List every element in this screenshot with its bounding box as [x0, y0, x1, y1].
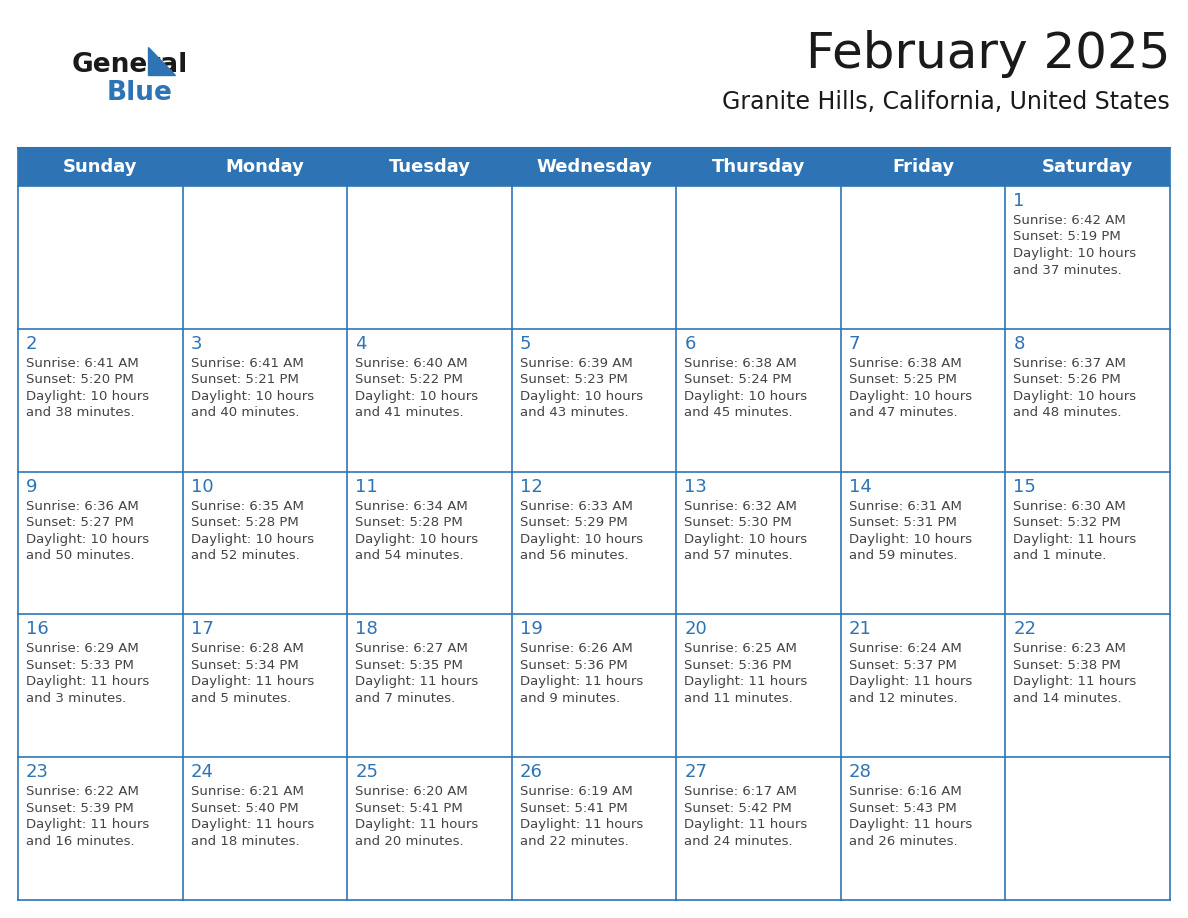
Text: Sunrise: 6:31 AM
Sunset: 5:31 PM
Daylight: 10 hours
and 59 minutes.: Sunrise: 6:31 AM Sunset: 5:31 PM Dayligh… [849, 499, 972, 562]
Text: 15: 15 [1013, 477, 1036, 496]
Text: Sunrise: 6:17 AM
Sunset: 5:42 PM
Daylight: 11 hours
and 24 minutes.: Sunrise: 6:17 AM Sunset: 5:42 PM Dayligh… [684, 785, 808, 847]
Text: Friday: Friday [892, 158, 954, 176]
Text: 17: 17 [190, 621, 214, 638]
Text: Sunrise: 6:22 AM
Sunset: 5:39 PM
Daylight: 11 hours
and 16 minutes.: Sunrise: 6:22 AM Sunset: 5:39 PM Dayligh… [26, 785, 150, 847]
Text: 3: 3 [190, 335, 202, 353]
Text: Sunrise: 6:36 AM
Sunset: 5:27 PM
Daylight: 10 hours
and 50 minutes.: Sunrise: 6:36 AM Sunset: 5:27 PM Dayligh… [26, 499, 150, 562]
Text: Blue: Blue [107, 80, 173, 106]
Text: Sunrise: 6:38 AM
Sunset: 5:25 PM
Daylight: 10 hours
and 47 minutes.: Sunrise: 6:38 AM Sunset: 5:25 PM Dayligh… [849, 357, 972, 420]
Text: General: General [72, 52, 188, 78]
Text: Sunrise: 6:40 AM
Sunset: 5:22 PM
Daylight: 10 hours
and 41 minutes.: Sunrise: 6:40 AM Sunset: 5:22 PM Dayligh… [355, 357, 479, 420]
Text: Sunrise: 6:38 AM
Sunset: 5:24 PM
Daylight: 10 hours
and 45 minutes.: Sunrise: 6:38 AM Sunset: 5:24 PM Dayligh… [684, 357, 808, 420]
Text: Sunrise: 6:33 AM
Sunset: 5:29 PM
Daylight: 10 hours
and 56 minutes.: Sunrise: 6:33 AM Sunset: 5:29 PM Dayligh… [519, 499, 643, 562]
Text: Tuesday: Tuesday [388, 158, 470, 176]
Bar [18, 148, 183, 186]
Text: 27: 27 [684, 763, 707, 781]
Text: Thursday: Thursday [712, 158, 805, 176]
Text: Sunrise: 6:30 AM
Sunset: 5:32 PM
Daylight: 11 hours
and 1 minute.: Sunrise: 6:30 AM Sunset: 5:32 PM Dayligh… [1013, 499, 1137, 562]
Text: 7: 7 [849, 335, 860, 353]
Bar [512, 148, 676, 186]
Text: 23: 23 [26, 763, 49, 781]
Text: Sunrise: 6:23 AM
Sunset: 5:38 PM
Daylight: 11 hours
and 14 minutes.: Sunrise: 6:23 AM Sunset: 5:38 PM Dayligh… [1013, 643, 1137, 705]
Text: Granite Hills, California, United States: Granite Hills, California, United States [722, 90, 1170, 114]
Text: 21: 21 [849, 621, 872, 638]
Text: 14: 14 [849, 477, 872, 496]
Text: 19: 19 [519, 621, 543, 638]
Text: 26: 26 [519, 763, 543, 781]
Text: Sunrise: 6:35 AM
Sunset: 5:28 PM
Daylight: 10 hours
and 52 minutes.: Sunrise: 6:35 AM Sunset: 5:28 PM Dayligh… [190, 499, 314, 562]
Text: 24: 24 [190, 763, 214, 781]
Text: 4: 4 [355, 335, 367, 353]
Bar [676, 148, 841, 186]
Text: Sunrise: 6:41 AM
Sunset: 5:21 PM
Daylight: 10 hours
and 40 minutes.: Sunrise: 6:41 AM Sunset: 5:21 PM Dayligh… [190, 357, 314, 420]
Text: 9: 9 [26, 477, 38, 496]
Text: Sunrise: 6:28 AM
Sunset: 5:34 PM
Daylight: 11 hours
and 5 minutes.: Sunrise: 6:28 AM Sunset: 5:34 PM Dayligh… [190, 643, 314, 705]
Text: 12: 12 [519, 477, 543, 496]
Text: Sunrise: 6:29 AM
Sunset: 5:33 PM
Daylight: 11 hours
and 3 minutes.: Sunrise: 6:29 AM Sunset: 5:33 PM Dayligh… [26, 643, 150, 705]
Text: 13: 13 [684, 477, 707, 496]
Text: 25: 25 [355, 763, 378, 781]
Text: 10: 10 [190, 477, 213, 496]
Text: 6: 6 [684, 335, 696, 353]
Text: 18: 18 [355, 621, 378, 638]
Text: 22: 22 [1013, 621, 1036, 638]
Text: 1: 1 [1013, 192, 1025, 210]
Bar [1005, 148, 1170, 186]
Bar [183, 148, 347, 186]
Text: Sunrise: 6:32 AM
Sunset: 5:30 PM
Daylight: 10 hours
and 57 minutes.: Sunrise: 6:32 AM Sunset: 5:30 PM Dayligh… [684, 499, 808, 562]
Text: 8: 8 [1013, 335, 1025, 353]
Text: Sunrise: 6:20 AM
Sunset: 5:41 PM
Daylight: 11 hours
and 20 minutes.: Sunrise: 6:20 AM Sunset: 5:41 PM Dayligh… [355, 785, 479, 847]
Text: Sunrise: 6:24 AM
Sunset: 5:37 PM
Daylight: 11 hours
and 12 minutes.: Sunrise: 6:24 AM Sunset: 5:37 PM Dayligh… [849, 643, 972, 705]
Text: Sunrise: 6:34 AM
Sunset: 5:28 PM
Daylight: 10 hours
and 54 minutes.: Sunrise: 6:34 AM Sunset: 5:28 PM Dayligh… [355, 499, 479, 562]
Text: 28: 28 [849, 763, 872, 781]
Text: Sunrise: 6:39 AM
Sunset: 5:23 PM
Daylight: 10 hours
and 43 minutes.: Sunrise: 6:39 AM Sunset: 5:23 PM Dayligh… [519, 357, 643, 420]
Bar [841, 148, 1005, 186]
Text: Sunrise: 6:16 AM
Sunset: 5:43 PM
Daylight: 11 hours
and 26 minutes.: Sunrise: 6:16 AM Sunset: 5:43 PM Dayligh… [849, 785, 972, 847]
Text: February 2025: February 2025 [805, 30, 1170, 78]
Text: Wednesday: Wednesday [536, 158, 652, 176]
Text: 5: 5 [519, 335, 531, 353]
Text: Sunrise: 6:21 AM
Sunset: 5:40 PM
Daylight: 11 hours
and 18 minutes.: Sunrise: 6:21 AM Sunset: 5:40 PM Dayligh… [190, 785, 314, 847]
Text: Sunday: Sunday [63, 158, 138, 176]
Text: 11: 11 [355, 477, 378, 496]
Text: Sunrise: 6:42 AM
Sunset: 5:19 PM
Daylight: 10 hours
and 37 minutes.: Sunrise: 6:42 AM Sunset: 5:19 PM Dayligh… [1013, 214, 1137, 276]
Text: Sunrise: 6:26 AM
Sunset: 5:36 PM
Daylight: 11 hours
and 9 minutes.: Sunrise: 6:26 AM Sunset: 5:36 PM Dayligh… [519, 643, 643, 705]
Text: Sunrise: 6:37 AM
Sunset: 5:26 PM
Daylight: 10 hours
and 48 minutes.: Sunrise: 6:37 AM Sunset: 5:26 PM Dayligh… [1013, 357, 1137, 420]
Text: Saturday: Saturday [1042, 158, 1133, 176]
Text: Monday: Monday [226, 158, 304, 176]
Polygon shape [148, 47, 175, 75]
Text: 20: 20 [684, 621, 707, 638]
Text: Sunrise: 6:27 AM
Sunset: 5:35 PM
Daylight: 11 hours
and 7 minutes.: Sunrise: 6:27 AM Sunset: 5:35 PM Dayligh… [355, 643, 479, 705]
Text: Sunrise: 6:41 AM
Sunset: 5:20 PM
Daylight: 10 hours
and 38 minutes.: Sunrise: 6:41 AM Sunset: 5:20 PM Dayligh… [26, 357, 150, 420]
Bar [347, 148, 512, 186]
Text: 16: 16 [26, 621, 49, 638]
Text: 2: 2 [26, 335, 38, 353]
Text: Sunrise: 6:25 AM
Sunset: 5:36 PM
Daylight: 11 hours
and 11 minutes.: Sunrise: 6:25 AM Sunset: 5:36 PM Dayligh… [684, 643, 808, 705]
Text: Sunrise: 6:19 AM
Sunset: 5:41 PM
Daylight: 11 hours
and 22 minutes.: Sunrise: 6:19 AM Sunset: 5:41 PM Dayligh… [519, 785, 643, 847]
